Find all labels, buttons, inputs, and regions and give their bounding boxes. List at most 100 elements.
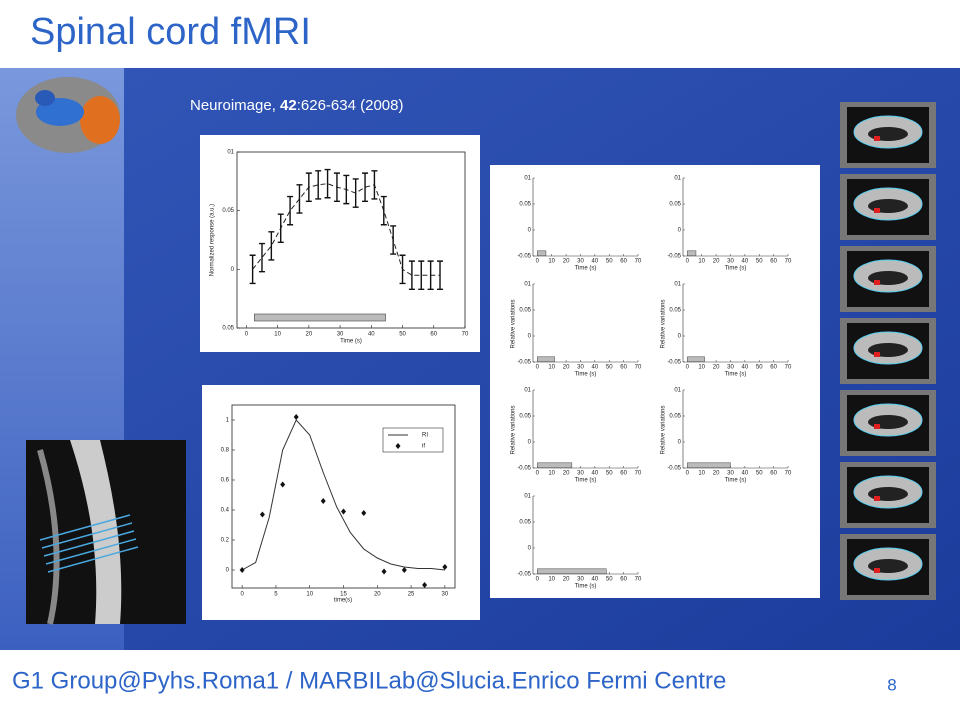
y-tick-label: 01 <box>524 176 531 182</box>
x-tick-label: 20 <box>563 365 570 371</box>
page-number: 8 <box>887 675 896 694</box>
x-axis-label: Time (s) <box>575 266 597 272</box>
error-bar <box>352 178 359 208</box>
data-point <box>381 568 387 575</box>
brain-icon <box>16 77 120 153</box>
y-tick-label: 0 <box>226 568 230 574</box>
x-tick-label: 50 <box>756 259 763 265</box>
x-tick-label: 0 <box>686 259 690 265</box>
y-tick-label: 01 <box>674 388 681 394</box>
pages: :626-634 (2008) <box>297 97 404 114</box>
panels-figure <box>490 165 820 598</box>
y-tick-label: -0.05 <box>517 254 531 260</box>
stimulus-bar <box>687 250 697 257</box>
mri-image <box>26 440 186 625</box>
x-tick-label: 10 <box>548 259 555 265</box>
activation <box>874 496 880 501</box>
error-bar <box>324 168 331 199</box>
activation <box>874 352 880 357</box>
x-tick-label: 60 <box>620 259 627 265</box>
data-point <box>422 582 428 588</box>
y-tick-label: 0 <box>528 546 532 552</box>
x-axis-label: Time (s) <box>725 478 747 484</box>
x-tick-label: 30 <box>337 332 344 338</box>
y-tick-label: -0.05 <box>667 360 681 366</box>
stimulus-bar <box>537 250 547 257</box>
x-tick-label: 50 <box>756 365 763 371</box>
y-tick-label: -0.05 <box>517 466 531 472</box>
y-tick-label: 01 <box>674 176 681 182</box>
data-point <box>293 414 299 420</box>
x-tick-label: 20 <box>563 577 570 583</box>
y-tick-label: 0.05 <box>222 326 234 332</box>
x-tick-label: 60 <box>430 332 437 338</box>
data-point <box>341 508 346 515</box>
x-tick-label: 30 <box>577 365 584 371</box>
x-tick-label: 10 <box>698 471 705 477</box>
x-tick-label: 50 <box>606 577 613 583</box>
error-bar <box>296 184 303 214</box>
x-axis-label: Time (s) <box>575 372 597 378</box>
x-tick-label: 70 <box>462 332 469 338</box>
activation <box>874 208 880 213</box>
y-tick-label: 0 <box>231 267 235 273</box>
citation: Neuroimage, 42:626-634 (2008) <box>190 97 403 114</box>
x-tick-label: 50 <box>399 332 406 338</box>
y-tick-label: 0 <box>678 334 682 340</box>
error-bar <box>305 172 312 202</box>
x-axis-label: time(s) <box>334 598 352 604</box>
error-bar <box>315 170 322 200</box>
error-bar <box>249 254 256 285</box>
x-tick-label: 70 <box>635 471 642 477</box>
y-axis-label: Relative variations <box>511 405 517 454</box>
y-tick-label: 01 <box>674 282 681 288</box>
y-tick-label: 0.05 <box>519 308 531 314</box>
x-tick-label: 10 <box>698 365 705 371</box>
x-tick-label: 0 <box>536 365 540 371</box>
x-tick-label: 40 <box>592 577 599 583</box>
y-tick-label: 01 <box>524 494 531 500</box>
stimulus-bar <box>537 356 555 363</box>
error-bar <box>287 195 294 226</box>
legend-box <box>382 427 444 453</box>
x-tick-label: 60 <box>620 471 627 477</box>
x-tick-label: 40 <box>592 471 599 477</box>
slide-title: Spinal cord fMRI <box>30 11 311 53</box>
legend-diamond <box>395 443 401 449</box>
activation <box>874 280 880 285</box>
x-tick-label: 50 <box>606 471 613 477</box>
y-tick-label: 0.4 <box>221 508 230 514</box>
journal: Neuroimage, <box>190 97 280 114</box>
y-tick-label: 0.05 <box>222 208 234 214</box>
error-bar <box>437 260 444 290</box>
stimulus-bar <box>254 313 386 322</box>
x-tick-label: 0 <box>686 471 690 477</box>
x-tick-label: 10 <box>548 577 555 583</box>
x-tick-label: 30 <box>727 365 734 371</box>
y-tick-label: 0 <box>678 228 682 234</box>
y-tick-label: 0 <box>528 334 532 340</box>
error-bar <box>258 242 265 273</box>
y-tick-label: 0.05 <box>669 414 681 420</box>
x-tick-label: 10 <box>548 365 555 371</box>
x-tick-label: 30 <box>442 592 449 598</box>
x-tick-label: 0 <box>536 471 540 477</box>
x-tick-label: 60 <box>770 471 777 477</box>
x-tick-label: 0 <box>245 332 249 338</box>
x-axis-label: Time (s) <box>725 266 747 272</box>
error-bar <box>390 225 397 255</box>
x-tick-label: 20 <box>713 365 720 371</box>
x-tick-label: 70 <box>785 365 792 371</box>
activation <box>874 136 880 141</box>
x-axis-label: Time (s) <box>575 584 597 590</box>
x-tick-label: 20 <box>563 471 570 477</box>
error-bar <box>277 213 284 244</box>
y-tick-label: -0.05 <box>517 572 531 578</box>
x-tick-label: 10 <box>698 259 705 265</box>
x-tick-label: 15 <box>340 592 347 598</box>
x-axis-label: Time (s) <box>340 339 362 345</box>
y-tick-label: -0.05 <box>667 254 681 260</box>
legend-label: if <box>422 444 425 450</box>
